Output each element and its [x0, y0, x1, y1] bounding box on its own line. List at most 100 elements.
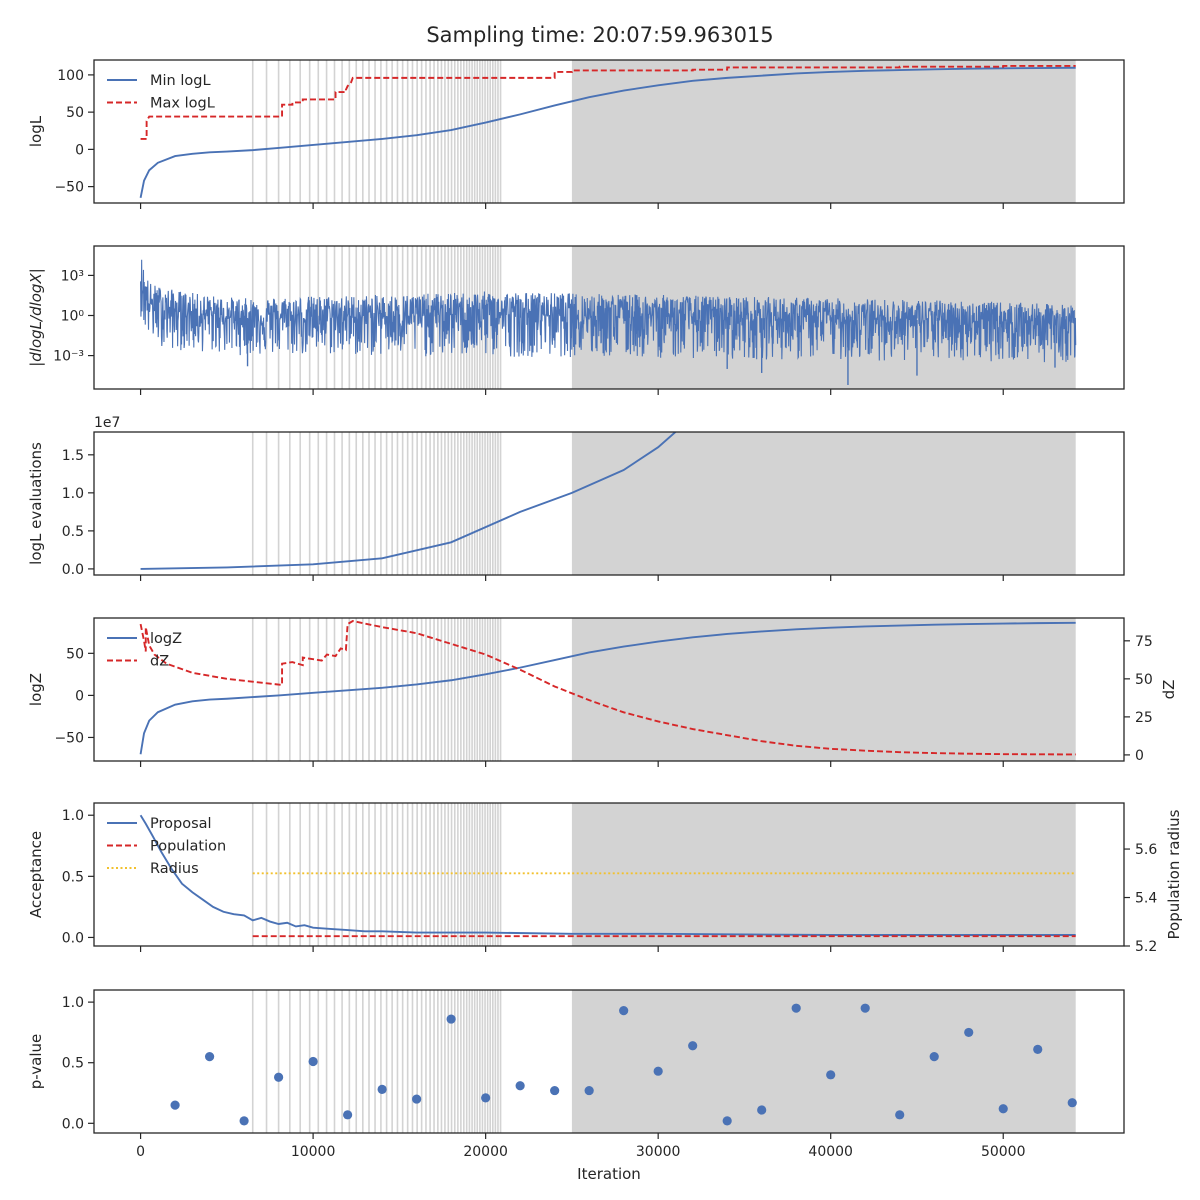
y-tick-label: 10³: [61, 268, 84, 284]
y-axis-label: logL evaluations: [27, 442, 45, 565]
y-tick-label: 0.0: [62, 930, 84, 946]
pvalue-point: [653, 1066, 663, 1076]
y-axis-label: logZ: [27, 673, 45, 706]
proposal-line: [139, 814, 1076, 936]
logz-line: [139, 621, 1076, 755]
pvalue-point: [1033, 1044, 1043, 1054]
y-axis-label: p-value: [27, 1034, 45, 1090]
x-tick-label: 0: [136, 1144, 145, 1160]
legend-label: Max logL: [150, 96, 215, 112]
y-tick-label: 100: [57, 68, 84, 84]
pvalue-point: [757, 1105, 767, 1115]
panel-dlogl: 10⁻³ 10⁰ 10³ |dlogL/dlogX|: [27, 245, 1125, 395]
dense-update-region: [571, 803, 1076, 946]
pvalue-point: [481, 1093, 491, 1103]
dense-update-region: [571, 618, 1076, 761]
legend-label: Min logL: [150, 73, 211, 89]
figure-title: Sampling time: 20:07:59.963015: [426, 23, 773, 47]
y-tick-label: 0.5: [62, 1056, 84, 1072]
y2-axis-label: dZ: [1160, 680, 1178, 700]
y-tick-label: 1.5: [62, 448, 84, 464]
x-tick-label: 20000: [463, 1144, 508, 1160]
y-tick-label: −50: [54, 180, 84, 196]
y-axis-label: logL: [27, 115, 45, 147]
pvalue-point: [446, 1014, 456, 1024]
y-axis-label: Acceptance: [27, 831, 45, 918]
panel-acceptance: 0.0 0.5 1.0 Acceptance 5.2 5.4 5.6 Population r…: [27, 802, 1183, 955]
legend-label: Population: [150, 839, 226, 855]
plot-area: [170, 990, 1077, 1133]
legend: Proposal Population Radius: [107, 816, 226, 877]
dense-update-region: [571, 60, 1076, 203]
y-tick-label: 0.5: [62, 869, 84, 885]
max-logl-line: [140, 65, 1076, 140]
dense-update-region: [571, 990, 1076, 1133]
logl-evaluations-line: [140, 432, 677, 570]
legend: logZ dZ: [107, 631, 182, 670]
pvalue-point: [274, 1072, 284, 1082]
pvalue-point: [204, 1052, 215, 1062]
legend-label: Radius: [150, 861, 199, 877]
y2-tick-label: 50: [1135, 672, 1153, 688]
y-tick-label: 50: [66, 646, 84, 662]
plot-area: [139, 60, 1076, 203]
y-tick-label: 1.0: [62, 808, 84, 824]
legend-label: dZ: [150, 654, 169, 670]
y-tick-label: 10⁰: [61, 308, 85, 324]
y-tick-label: 1.0: [62, 995, 84, 1011]
dlogl-trace: [140, 259, 1077, 363]
y-tick-label: 10⁻³: [53, 349, 84, 365]
pvalue-point: [826, 1070, 836, 1080]
x-tick-label: 30000: [636, 1144, 681, 1160]
pvalue-point: [170, 1100, 180, 1110]
plot-area: [139, 618, 1076, 761]
y-tick-label: 50: [66, 105, 84, 121]
pvalue-point: [343, 1110, 353, 1120]
y-tick-label: 0.0: [62, 1116, 84, 1132]
panel-evals: 0.0 0.5 1.0 1.5 logL evaluations 1e7: [27, 415, 1125, 581]
pvalue-point: [239, 1116, 249, 1126]
y-axis-label: |dlogL/dlogX|: [27, 268, 45, 367]
y2-tick-label: 75: [1135, 634, 1153, 650]
axes-frame: [93, 431, 1125, 576]
y2-axis-label: Population radius: [1165, 809, 1183, 939]
y2-tick-label: 5.6: [1135, 842, 1157, 858]
panel-pvalue: 0 10000 20000 30000 40000 50000 Iteration 0.0 0.…: [27, 989, 1125, 1183]
y2-tick-label: 25: [1135, 710, 1153, 726]
y-tick-label: 0: [75, 688, 84, 704]
pvalue-point: [722, 1116, 732, 1126]
pvalue-point: [998, 1104, 1008, 1114]
y-tick-label: 0.0: [62, 562, 84, 578]
min-logl-line: [139, 66, 1076, 198]
y2-tick-label: 0: [1135, 748, 1144, 764]
pvalue-point: [412, 1094, 422, 1104]
y-tick-label: 0.5: [62, 524, 84, 540]
y2-tick-label: 5.2: [1135, 939, 1157, 955]
pvalue-point: [377, 1084, 387, 1094]
pvalue-point: [1067, 1098, 1077, 1108]
x-axis-label: Iteration: [577, 1165, 641, 1183]
dz-line: [139, 620, 1076, 756]
x-tick-label: 10000: [291, 1144, 336, 1160]
pvalue-point: [791, 1003, 801, 1013]
plot-area: [140, 432, 1076, 575]
y-tick-label: −50: [54, 730, 84, 746]
legend-label: logZ: [150, 631, 182, 647]
plot-area: [140, 246, 1077, 389]
pvalue-point: [515, 1081, 525, 1091]
x-tick-label: 40000: [808, 1144, 853, 1160]
pvalue-point: [964, 1027, 974, 1038]
y-tick-label: 1.0: [62, 486, 84, 502]
pvalue-point: [929, 1052, 939, 1062]
axes-frame: [93, 802, 1125, 947]
pvalue-point: [584, 1085, 594, 1096]
legend-label: Proposal: [150, 816, 212, 832]
plot-area: [139, 803, 1076, 946]
pvalue-point: [308, 1056, 318, 1067]
y-tick-label: 0: [75, 142, 84, 158]
panel-logl: −50 0 50 100 logL Min logL Max logL: [27, 59, 1125, 209]
panels: −50 0 50 100 logL Min logL Max logL 10⁻³ 10⁰ 10³ |…: [27, 59, 1183, 1183]
axes-frame: [93, 245, 1125, 390]
panel-logz: −50 0 50 logZ 0 25 50 75 dZ logZ dZ: [27, 617, 1178, 767]
